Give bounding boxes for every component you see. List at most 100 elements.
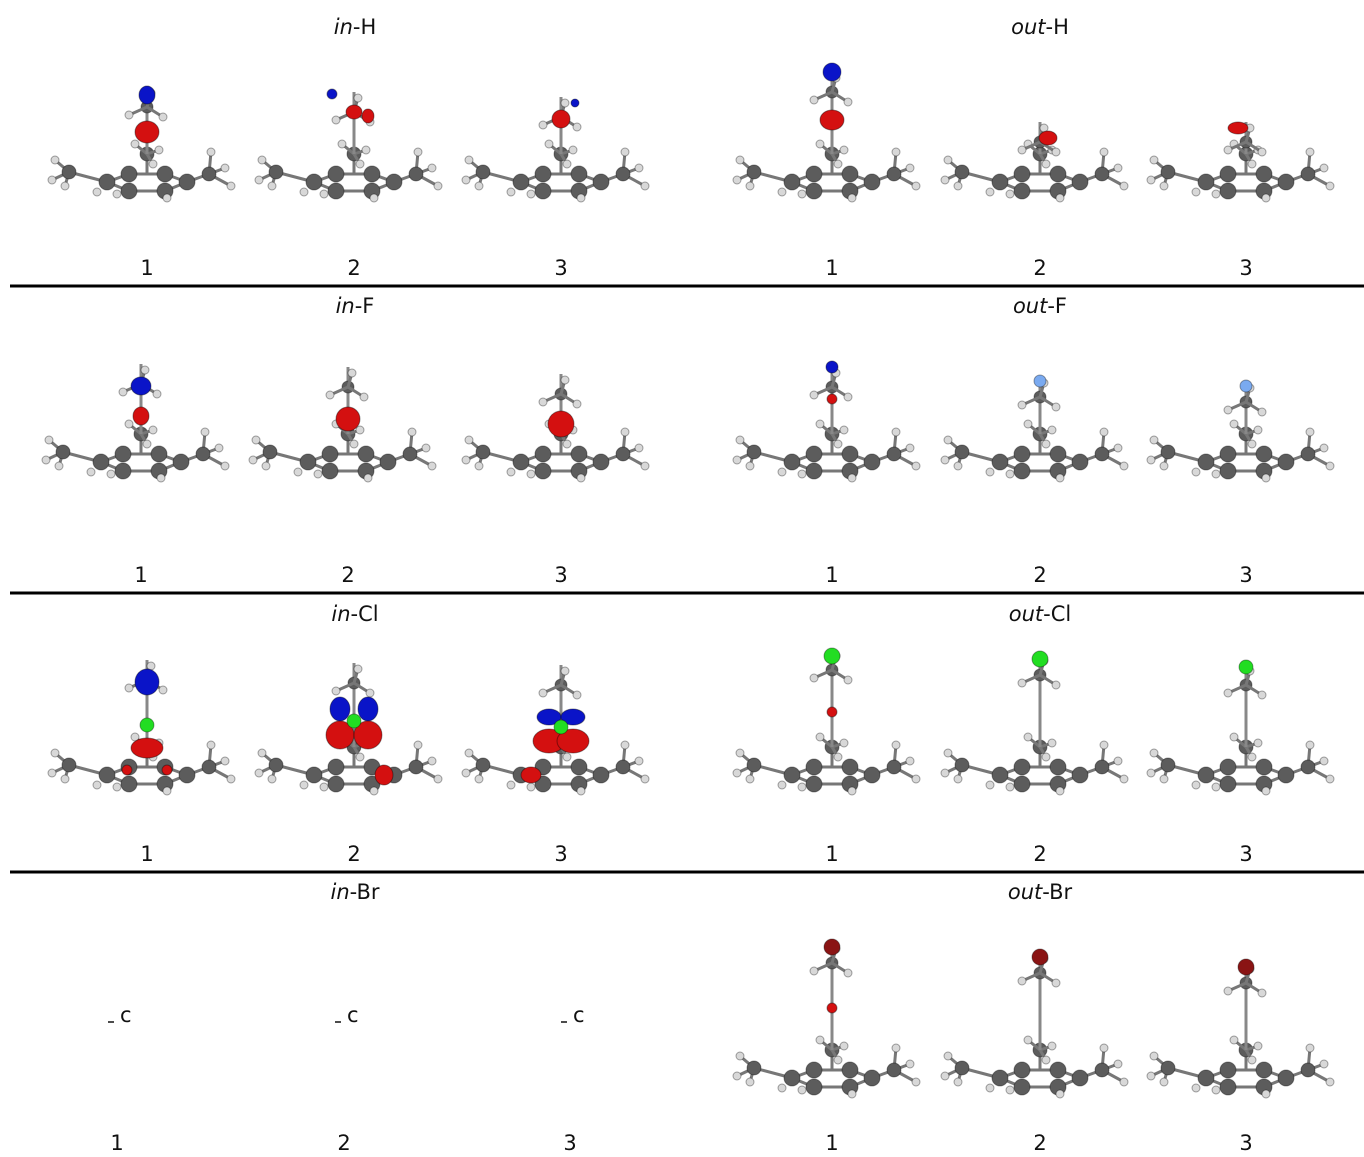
molecule xyxy=(47,660,236,796)
atom xyxy=(1257,407,1267,417)
atom xyxy=(640,181,650,191)
atom xyxy=(1257,147,1267,157)
atom xyxy=(534,775,552,793)
atom xyxy=(1319,443,1329,453)
atom xyxy=(1094,759,1110,775)
atom xyxy=(797,189,807,199)
atom xyxy=(1055,786,1065,796)
atom xyxy=(797,1085,807,1095)
atom xyxy=(805,445,823,463)
atom xyxy=(385,173,403,191)
atom xyxy=(299,453,317,471)
atom xyxy=(506,467,516,477)
atom xyxy=(1051,978,1061,988)
atom xyxy=(1277,1069,1295,1087)
atom xyxy=(534,182,552,200)
molecule xyxy=(732,360,921,483)
atom xyxy=(991,453,1009,471)
atom xyxy=(162,193,172,203)
title-italic: out xyxy=(1011,15,1046,39)
atom xyxy=(1238,659,1254,675)
title-rest: -Cl xyxy=(351,602,379,626)
atom xyxy=(823,938,841,956)
atom xyxy=(841,445,859,463)
atom xyxy=(1159,1077,1169,1087)
orbital-lobe xyxy=(138,85,156,105)
atom xyxy=(92,453,110,471)
atom xyxy=(1300,1062,1316,1078)
atom xyxy=(1229,419,1239,429)
atom xyxy=(178,173,196,191)
structure-label: 2 xyxy=(1033,563,1046,587)
title-rest: -Br xyxy=(1042,880,1072,904)
orbital-lobe xyxy=(547,410,575,438)
atom xyxy=(886,446,902,462)
atom xyxy=(254,175,264,185)
structure-label: 1 xyxy=(134,563,147,587)
atom xyxy=(863,173,881,191)
structure-label: 1 xyxy=(825,1131,838,1153)
atom xyxy=(1146,455,1156,465)
atom xyxy=(553,719,569,735)
atom xyxy=(985,780,995,790)
atom xyxy=(954,164,970,180)
atom xyxy=(809,95,819,105)
atom xyxy=(841,165,859,183)
atom xyxy=(1005,782,1015,792)
atom xyxy=(841,758,859,776)
atom xyxy=(1253,425,1263,435)
atom xyxy=(1099,147,1109,157)
orbital-lobe xyxy=(329,696,351,722)
atom xyxy=(461,768,471,778)
atom xyxy=(526,469,536,479)
atom xyxy=(254,768,264,778)
orbital-lobe xyxy=(556,728,590,754)
atom xyxy=(905,163,915,173)
atom xyxy=(905,443,915,453)
atom xyxy=(777,467,787,477)
atom xyxy=(797,782,807,792)
orbital-lobe xyxy=(551,109,571,129)
footnote-marker: c xyxy=(347,1003,359,1027)
atom xyxy=(745,461,755,471)
atom xyxy=(1160,444,1176,460)
atom xyxy=(562,752,572,762)
atom xyxy=(1261,1089,1271,1099)
atom xyxy=(833,1055,843,1065)
molecule xyxy=(940,122,1129,203)
atom xyxy=(940,1071,950,1081)
atom xyxy=(1013,445,1031,463)
structure-label: 2 xyxy=(1033,1131,1046,1153)
atom xyxy=(50,748,60,758)
atom xyxy=(1013,462,1031,480)
atom xyxy=(1219,1061,1237,1079)
atom xyxy=(1319,1059,1329,1069)
atom xyxy=(1146,768,1156,778)
atom xyxy=(815,1035,825,1045)
atom xyxy=(943,155,953,165)
atom xyxy=(1017,976,1027,986)
atom xyxy=(214,443,224,453)
atom xyxy=(1261,786,1271,796)
atom xyxy=(1211,1085,1221,1095)
atom xyxy=(433,774,443,784)
atom xyxy=(615,166,631,182)
structure-label: 1 xyxy=(110,1131,123,1153)
orbital-lobe xyxy=(161,764,173,776)
structure-label: 1 xyxy=(825,563,838,587)
atom xyxy=(1113,1059,1123,1069)
atom xyxy=(943,748,953,758)
structure-label: 1 xyxy=(825,256,838,280)
panel-title: in-F xyxy=(336,294,375,318)
orbital-lobe xyxy=(570,98,580,108)
atom xyxy=(369,193,379,203)
atom xyxy=(1191,1083,1201,1093)
atom xyxy=(886,166,902,182)
atom xyxy=(1253,1041,1263,1051)
atom xyxy=(98,173,116,191)
atom xyxy=(1300,446,1316,462)
atom xyxy=(1149,748,1159,758)
atom xyxy=(201,166,217,182)
atom xyxy=(200,427,210,437)
atom xyxy=(61,164,77,180)
